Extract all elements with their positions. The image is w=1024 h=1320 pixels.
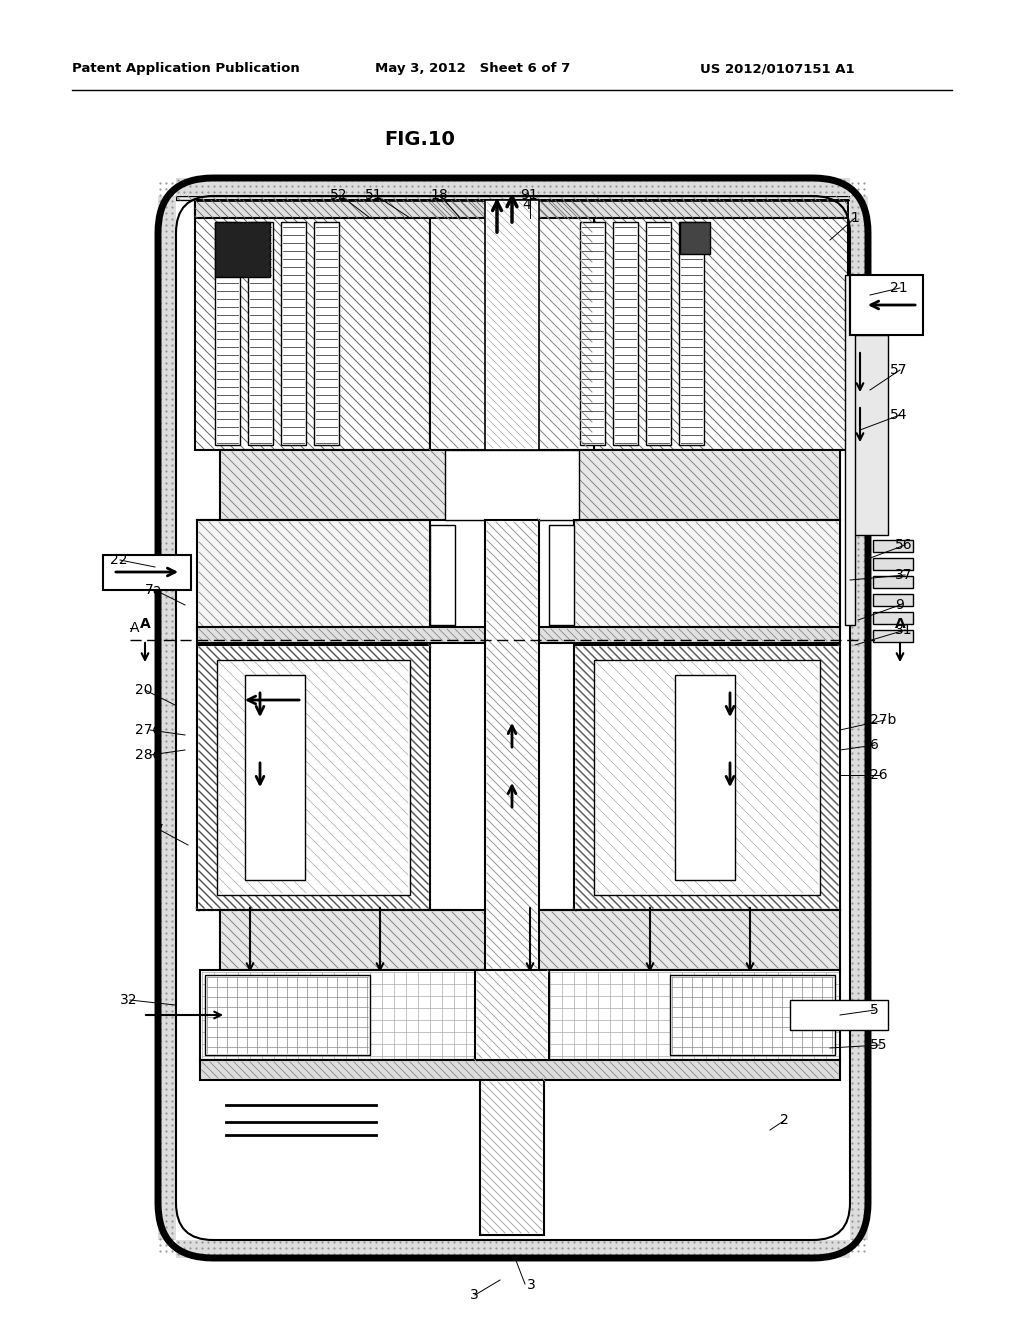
Bar: [176, 195, 850, 201]
Bar: [176, 1239, 850, 1258]
Bar: [445, 450, 579, 520]
Text: 52: 52: [330, 187, 347, 202]
Bar: [245, 675, 305, 880]
Bar: [281, 222, 306, 445]
Bar: [197, 520, 430, 630]
Bar: [217, 660, 410, 895]
Bar: [873, 630, 913, 642]
Bar: [215, 222, 270, 277]
Bar: [195, 201, 430, 450]
Bar: [873, 594, 913, 606]
Bar: [158, 195, 176, 1239]
Bar: [845, 275, 855, 624]
Bar: [248, 222, 273, 445]
Bar: [850, 195, 868, 1239]
Bar: [200, 970, 840, 1060]
Bar: [220, 909, 840, 970]
Bar: [680, 222, 710, 253]
Text: 18: 18: [430, 187, 447, 202]
Bar: [480, 1080, 544, 1236]
Bar: [197, 645, 430, 909]
Bar: [485, 201, 539, 450]
Bar: [679, 222, 705, 445]
Bar: [430, 525, 455, 624]
Bar: [675, 675, 735, 880]
Bar: [613, 222, 638, 445]
Text: 3: 3: [470, 1288, 479, 1302]
Bar: [850, 335, 888, 535]
Bar: [646, 222, 671, 445]
Text: 3: 3: [527, 1278, 536, 1292]
Bar: [485, 520, 539, 970]
Text: 27b: 27b: [870, 713, 896, 727]
Bar: [873, 540, 913, 552]
Text: 57: 57: [890, 363, 907, 378]
Bar: [594, 201, 848, 450]
Text: 28c: 28c: [135, 748, 160, 762]
Text: 5: 5: [870, 1003, 879, 1016]
Text: US 2012/0107151 A1: US 2012/0107151 A1: [700, 62, 855, 75]
Bar: [215, 222, 240, 445]
Text: 31: 31: [895, 623, 912, 638]
Bar: [195, 201, 848, 218]
Text: 91: 91: [520, 187, 538, 202]
Text: 9: 9: [895, 598, 904, 612]
Bar: [549, 525, 574, 624]
Text: 4: 4: [522, 198, 530, 213]
Text: Patent Application Publication: Patent Application Publication: [72, 62, 300, 75]
Bar: [850, 275, 923, 335]
Text: 20: 20: [135, 682, 153, 697]
Text: A: A: [130, 620, 139, 635]
Text: 51: 51: [365, 187, 383, 202]
Bar: [594, 660, 820, 895]
Bar: [574, 645, 840, 909]
Bar: [314, 222, 339, 445]
Bar: [197, 627, 840, 643]
Bar: [670, 975, 835, 1055]
Text: 54: 54: [890, 408, 907, 422]
Text: 21: 21: [890, 281, 907, 294]
Bar: [103, 554, 191, 590]
Text: 6: 6: [870, 738, 879, 752]
Text: May 3, 2012   Sheet 6 of 7: May 3, 2012 Sheet 6 of 7: [375, 62, 570, 75]
Text: 27c: 27c: [135, 723, 160, 737]
Text: 56: 56: [895, 539, 912, 552]
Text: 2: 2: [780, 1113, 788, 1127]
Text: 26: 26: [870, 768, 888, 781]
Text: FIG.10: FIG.10: [385, 129, 456, 149]
Bar: [475, 970, 549, 1060]
Bar: [176, 178, 850, 195]
Text: 22: 22: [110, 553, 128, 568]
Text: 37: 37: [895, 568, 912, 582]
Bar: [873, 576, 913, 587]
Text: A: A: [139, 616, 151, 631]
Text: 55: 55: [870, 1038, 888, 1052]
Text: 7: 7: [155, 822, 164, 837]
Bar: [873, 558, 913, 570]
Text: 7a: 7a: [145, 583, 163, 597]
Bar: [580, 222, 605, 445]
Bar: [790, 1001, 888, 1030]
Bar: [220, 450, 840, 520]
Bar: [181, 1080, 845, 1236]
Bar: [574, 520, 840, 630]
Bar: [200, 1060, 840, 1080]
Text: A: A: [895, 616, 905, 631]
Bar: [205, 975, 370, 1055]
Text: 1: 1: [850, 211, 859, 224]
Text: 32: 32: [120, 993, 137, 1007]
Bar: [430, 201, 594, 450]
Bar: [873, 612, 913, 624]
